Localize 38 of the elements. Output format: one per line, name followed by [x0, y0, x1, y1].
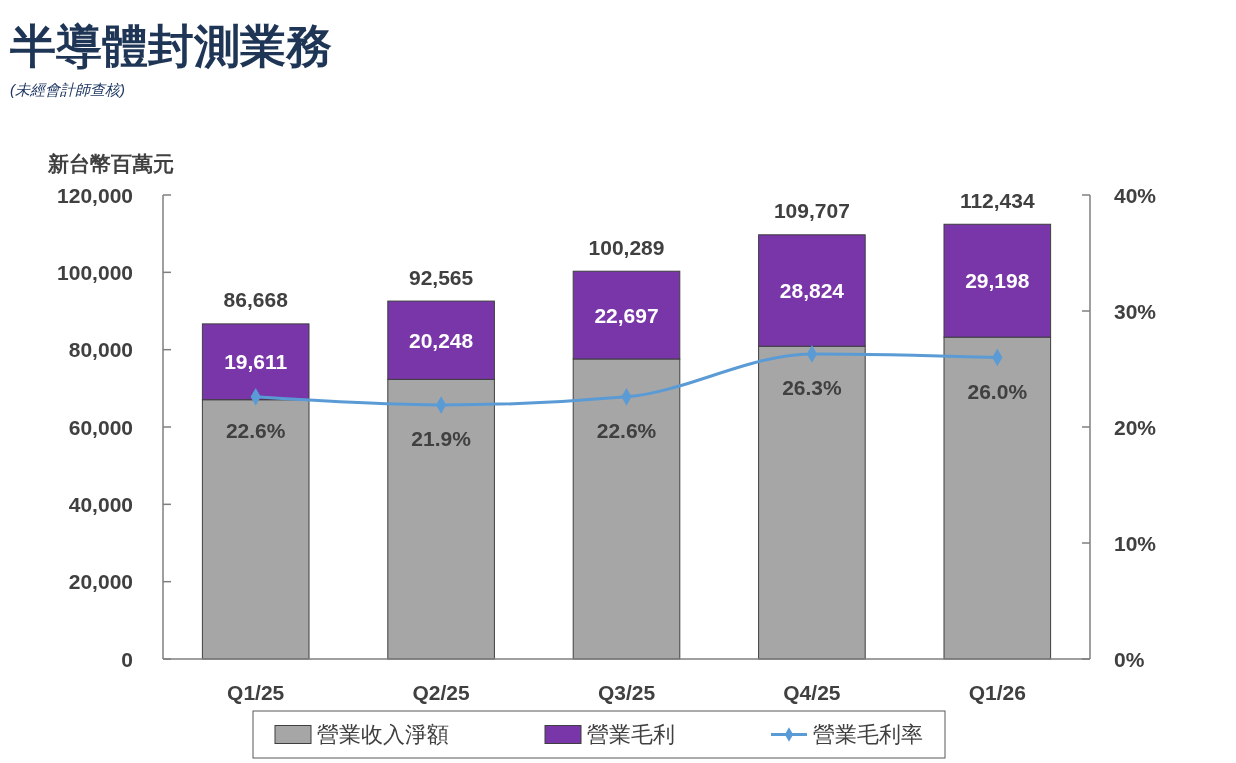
data-label: 22.6% — [225, 419, 286, 443]
y-tick-label: 100,000 — [57, 260, 133, 284]
total-label: 92,565 — [408, 265, 474, 289]
total-label: 112,434 — [959, 188, 1035, 212]
x-tick-label: Q3/25 — [597, 680, 656, 704]
y-tick-label: 0 — [121, 647, 133, 671]
total-label: 109,707 — [773, 199, 850, 223]
x-tick-label: Q1/26 — [968, 680, 1026, 704]
legend-label: 營業收入淨額 — [317, 722, 449, 747]
data-label: 19,611 — [224, 350, 288, 374]
data-label: 22.6% — [596, 419, 657, 443]
y2-tick-label: 10% — [1114, 531, 1157, 555]
y-tick-label: 20,000 — [68, 570, 133, 594]
y2-tick-label: 0% — [1114, 647, 1145, 671]
x-tick-label: Q1/25 — [227, 680, 285, 704]
y-tick-label: 120,000 — [57, 183, 133, 207]
data-label: 26.0% — [967, 379, 1028, 403]
y-axis-title: 新台幣百萬元 — [47, 151, 174, 175]
y-tick-label: 80,000 — [68, 338, 133, 362]
y2-tick-label: 20% — [1114, 415, 1157, 439]
chart-title: 半導體封測業務 — [10, 20, 332, 72]
y-tick-label: 40,000 — [68, 492, 133, 516]
x-tick-label: Q2/25 — [412, 680, 471, 704]
legend-label: 營業毛利率 — [813, 722, 923, 747]
y2-tick-label: 30% — [1114, 299, 1157, 323]
data-label: 28,824 — [779, 279, 845, 303]
y-tick-label: 60,000 — [68, 415, 133, 439]
y2-tick-label: 40% — [1114, 183, 1157, 207]
x-tick-label: Q4/25 — [783, 680, 841, 704]
legend-label: 營業毛利 — [587, 722, 675, 747]
total-label: 100,289 — [588, 235, 665, 259]
chart-subtitle: (未經會計師查核) — [10, 81, 125, 98]
data-label: 26.3% — [782, 376, 842, 400]
data-label: 20,248 — [408, 328, 474, 352]
total-label: 86,668 — [223, 288, 289, 312]
data-label: 21.9% — [411, 427, 472, 451]
data-label: 22,697 — [594, 303, 659, 327]
data-label: 29,198 — [965, 269, 1030, 293]
